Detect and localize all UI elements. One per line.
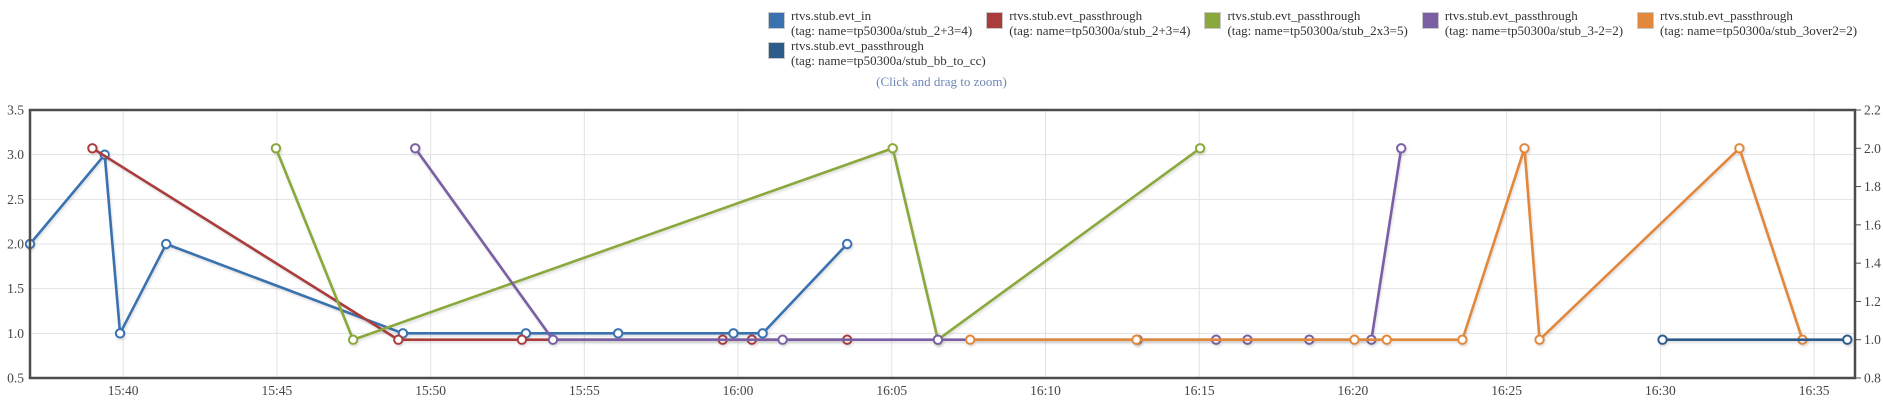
y-right-tick-label: 2.0 — [1864, 141, 1881, 156]
legend-label: rtvs.stub.evt_passthrough (tag: name=tp50… — [1227, 8, 1407, 38]
data-point-marker — [728, 328, 739, 339]
y-right-tick-label: 1.4 — [1864, 256, 1881, 271]
zoom-hint: (Click and drag to zoom) — [876, 74, 1007, 89]
series-line — [29, 153, 849, 335]
data-point-marker — [1396, 143, 1407, 154]
legend-label: rtvs.stub.evt_passthrough (tag: name=tp50… — [1009, 8, 1190, 38]
data-point-marker — [932, 334, 944, 345]
legend-row: rtvs.stub.evt_passthrough (tag: name=tp50… — [768, 38, 1871, 68]
y-right-tick-label: 1.2 — [1864, 294, 1881, 309]
data-point-marker — [1457, 334, 1468, 345]
y-right-tick-label: 1.8 — [1864, 179, 1881, 194]
legend-label: rtvs.stub.evt_passthrough (tag: name=tp50… — [791, 38, 986, 68]
legend-label: rtvs.stub.evt_passthrough (tag: name=tp50… — [1445, 8, 1623, 38]
legend-swatch-icon — [1204, 12, 1222, 29]
legend-item: rtvs.stub.evt_in (tag: name=tp50300a/stub… — [768, 8, 972, 38]
data-point-marker — [1194, 143, 1206, 154]
data-point-marker — [1734, 143, 1745, 154]
legend-series-name: rtvs.stub.evt_passthrough — [1444, 8, 1578, 23]
legend-series-tag: (tag: name=tp50300a/stub_3over2=2) — [1660, 23, 1858, 38]
legend-item: rtvs.stub.evt_passthrough (tag: name=tp50… — [1204, 8, 1408, 38]
data-point-marker — [841, 238, 853, 250]
y-right-tick-label: 0.8 — [1864, 371, 1881, 386]
x-tick-label: 16:15 — [1184, 383, 1215, 398]
legend-series-tag: (tag: name=tp50300a/stub_2+3=4) — [791, 23, 973, 38]
legend-series-name: rtvs.stub.evt_passthrough — [1009, 8, 1143, 23]
data-point-marker — [393, 334, 404, 345]
legend-series-name: rtvs.stub.evt_passthrough — [1227, 8, 1361, 23]
y-left-tick-label: 3.0 — [7, 147, 24, 162]
data-point-marker — [516, 334, 528, 345]
data-point-marker — [87, 143, 98, 154]
legend-series-tag: (tag: name=tp50300a/stub_bb_to_cc) — [791, 53, 986, 68]
legend-swatch-icon — [768, 42, 785, 59]
y-right-tick-label: 1.0 — [1864, 332, 1881, 347]
x-tick-label: 15:40 — [108, 383, 139, 398]
data-point-marker — [1131, 334, 1142, 345]
data-point-marker — [1842, 334, 1853, 345]
data-point-marker — [777, 334, 788, 345]
y-left-tick-label: 3.5 — [7, 103, 24, 118]
x-tick-label: 16:25 — [1491, 383, 1522, 398]
series-5 — [1657, 334, 1853, 345]
plot-border — [28, 108, 1857, 380]
legend-series-tag: (tag: name=tp50300a/stub_2x3=5) — [1227, 23, 1408, 38]
legend-swatch-icon — [768, 12, 785, 29]
data-point-marker — [547, 334, 559, 345]
y-right-tick-label: 1.6 — [1864, 217, 1881, 232]
y-left-tick-label: 2.5 — [7, 192, 24, 207]
legend-item: rtvs.stub.evt_passthrough (tag: name=tp50… — [1637, 8, 1857, 38]
data-point-marker — [160, 238, 172, 250]
data-point-marker — [887, 143, 898, 154]
y-left-tick-label: 1.5 — [7, 281, 24, 296]
data-point-marker — [612, 328, 624, 339]
data-point-marker — [964, 334, 976, 345]
x-tick-label: 16:35 — [1799, 383, 1830, 398]
legend-swatch-icon — [1637, 12, 1655, 29]
legend-item: rtvs.stub.evt_passthrough (tag: name=tp50… — [1421, 8, 1623, 38]
x-tick-label: 16:00 — [723, 383, 754, 398]
legend-series-name: rtvs.stub.evt_in — [791, 8, 872, 23]
x-tick-label: 16:10 — [1030, 383, 1061, 398]
x-tick-label: 16:30 — [1645, 383, 1676, 398]
x-tick-label: 15:50 — [415, 383, 446, 398]
legend-series-name: rtvs.stub.evt_passthrough — [1660, 8, 1793, 23]
legend-series-tag: (tag: name=tp50300a/stub_3-2=2) — [1444, 23, 1624, 38]
data-point-marker — [114, 328, 126, 339]
legend-row: rtvs.stub.evt_in (tag: name=tp50300a/stub… — [768, 8, 1871, 38]
y-right-tick-label: 2.2 — [1864, 103, 1881, 118]
data-point-marker — [347, 334, 359, 345]
data-point-marker — [1519, 143, 1530, 154]
data-point-marker — [270, 143, 282, 154]
y-left-tick-label: 0.5 — [7, 371, 24, 386]
legend-swatch-icon — [986, 12, 1004, 29]
y-left-tick-label: 1.0 — [7, 326, 24, 341]
legend-item: rtvs.stub.evt_passthrough (tag: name=tp50… — [986, 8, 1190, 38]
x-tick-label: 15:55 — [569, 383, 600, 398]
data-point-marker — [1381, 334, 1392, 345]
legend-series-name: rtvs.stub.evt_passthrough — [791, 38, 924, 53]
data-point-marker — [410, 143, 421, 154]
legend: rtvs.stub.evt_in (tag: name=tp50300a/stub… — [768, 8, 1871, 68]
legend-label: rtvs.stub.evt_in (tag: name=tp50300a/stub… — [791, 8, 972, 38]
data-point-marker — [1534, 334, 1545, 345]
x-tick-label: 16:05 — [876, 383, 907, 398]
series-2 — [270, 143, 1206, 345]
legend-label: rtvs.stub.evt_passthrough (tag: name=tp50… — [1660, 8, 1857, 38]
y-left-tick-label: 2.0 — [7, 237, 24, 252]
data-point-marker — [757, 328, 768, 339]
x-tick-label: 15:45 — [261, 383, 292, 398]
legend-series-tag: (tag: name=tp50300a/stub_2+3=4) — [1009, 23, 1191, 38]
data-point-marker — [1657, 334, 1668, 345]
x-tick-label: 16:20 — [1338, 383, 1369, 398]
legend-swatch-icon — [1421, 12, 1439, 29]
data-point-marker — [1349, 334, 1360, 345]
legend-item: rtvs.stub.evt_passthrough (tag: name=tp50… — [768, 38, 986, 68]
